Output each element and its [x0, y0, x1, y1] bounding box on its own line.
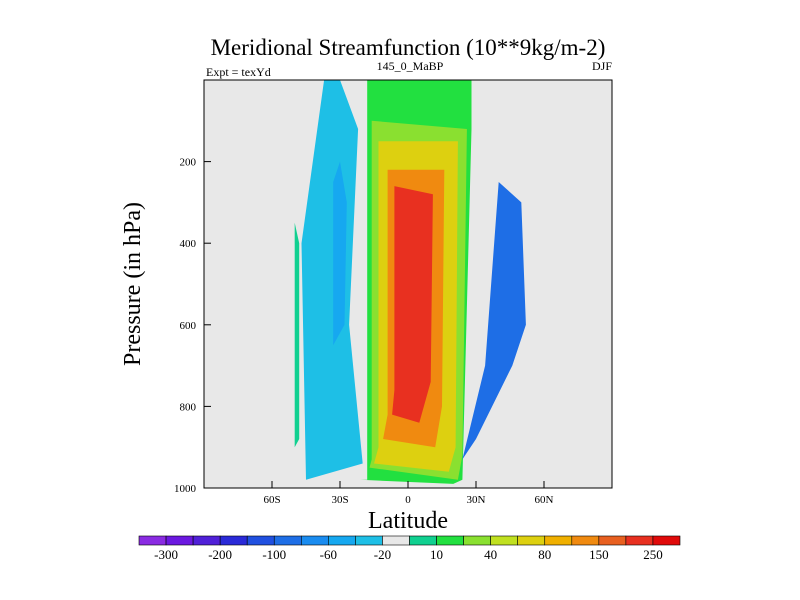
colorbar-swatch: [355, 535, 383, 546]
colorbar-swatch: [598, 535, 627, 546]
colorbar-swatch: [219, 535, 248, 546]
colorbar-label: -100: [262, 547, 286, 562]
subtitle-left: Expt = texYd: [206, 65, 271, 79]
colorbar-label: 250: [643, 547, 663, 562]
chart-title: Meridional Streamfunction (10**9kg/m-2): [211, 35, 606, 60]
colorbar-swatch: [436, 535, 464, 546]
colorbar: -300 -200 -100 -60 -20 10 40 80 150 250: [138, 535, 681, 562]
contour-region-8: [462, 182, 526, 460]
contour-region-1: [333, 161, 347, 346]
colorbar-swatch: [544, 535, 573, 546]
colorbar-swatch: [273, 535, 302, 546]
colorbar-swatch: [165, 535, 194, 546]
colorbar-swatch: [490, 535, 518, 546]
colorbar-label: 40: [484, 547, 497, 562]
subtitle-right: DJF: [592, 59, 612, 73]
contour-region-2: [294, 222, 300, 448]
colorbar-label: 10: [430, 547, 443, 562]
x-tick-label: 60S: [263, 494, 280, 506]
x-tick-label: 30S: [331, 494, 348, 506]
colorbar-label: -60: [320, 547, 337, 562]
colorbar-swatch: [571, 535, 600, 546]
y-tick-label: 400: [180, 238, 197, 250]
x-tick-label: 30N: [467, 494, 486, 506]
y-tick-label: 600: [180, 320, 197, 332]
colorbar-swatch: [652, 535, 681, 546]
colorbar-label: -300: [154, 547, 178, 562]
y-ticks: 200 400 600 800 1000: [174, 157, 211, 495]
colorbar-label: -200: [208, 547, 232, 562]
colorbar-swatch: [192, 535, 221, 546]
x-axis-label: Latitude: [368, 508, 448, 534]
colorbar-swatch: [625, 535, 654, 546]
subtitle-center: 145_0_MaBP: [377, 59, 444, 73]
contour-region-7: [392, 186, 433, 423]
y-tick-label: 200: [180, 157, 197, 169]
x-tick-label: 60N: [535, 494, 554, 506]
colorbar-label: -20: [374, 547, 391, 562]
y-tick-label: 800: [180, 401, 197, 413]
y-axis-label: Pressure (in hPa): [120, 202, 146, 366]
colorbar-swatch: [382, 535, 410, 546]
colorbar-label: 80: [538, 547, 551, 562]
colorbar-swatch: [138, 535, 167, 546]
colorbar-label: 150: [589, 547, 609, 562]
colorbar-swatch: [463, 535, 491, 546]
colorbar-swatch: [300, 535, 329, 546]
y-tick-label: 1000: [174, 483, 197, 495]
x-ticks: 60S 30S 0 30N 60N: [263, 481, 554, 506]
colorbar-swatch: [409, 535, 437, 546]
x-tick-label: 0: [405, 494, 411, 506]
colorbar-swatch: [246, 535, 275, 546]
colorbar-swatch: [517, 535, 546, 546]
contour-region-0: [301, 80, 363, 480]
contour-layer: [294, 80, 526, 484]
colorbar-swatch: [328, 535, 356, 546]
